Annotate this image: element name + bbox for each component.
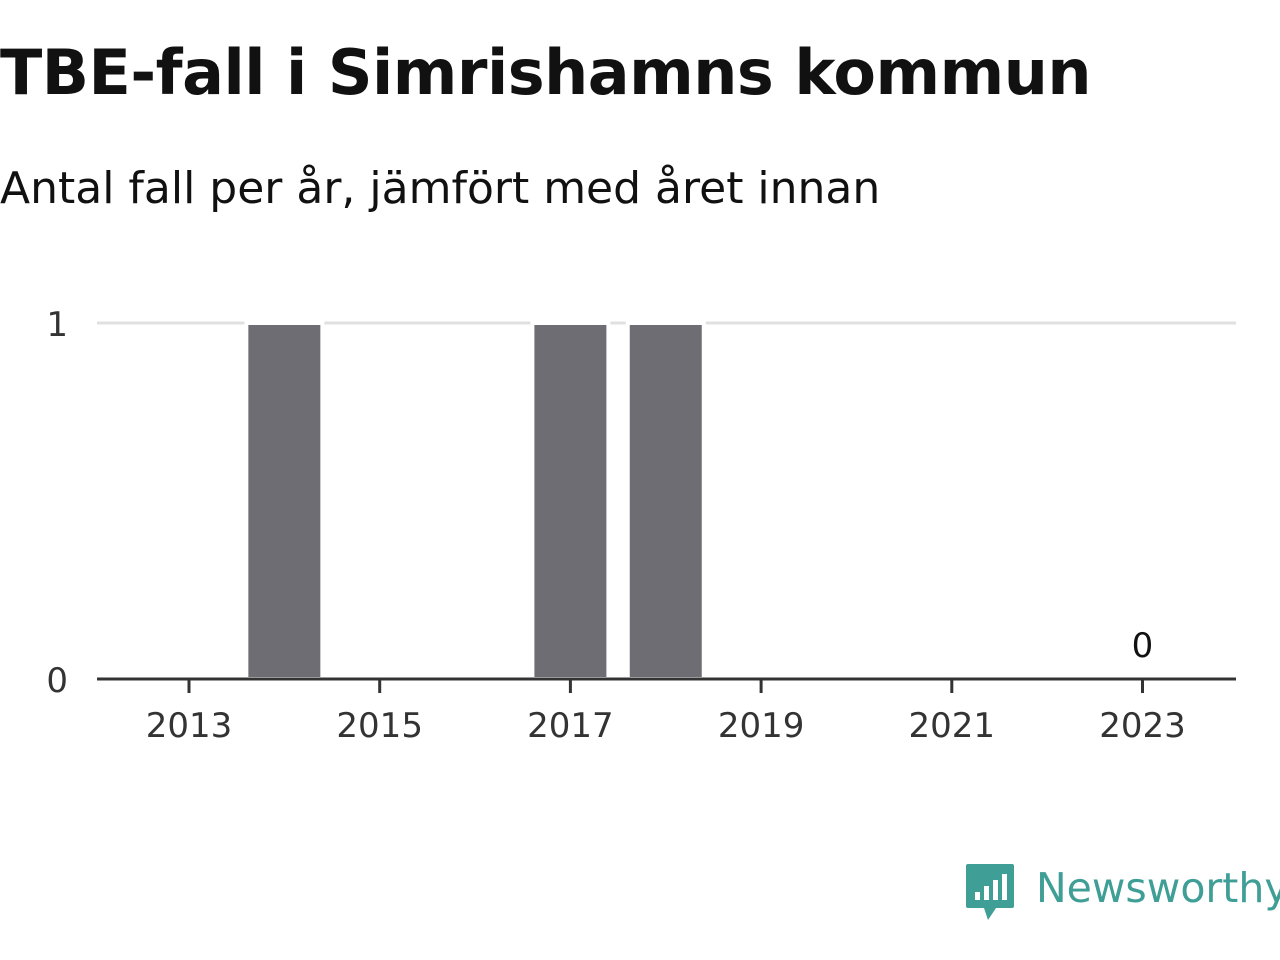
- x-tick-label-2021: 2021: [909, 706, 996, 746]
- bars: [244, 321, 706, 681]
- x-tick-label-2017: 2017: [527, 706, 614, 746]
- chart-title: TBE-fall i Simrishamns kommun: [0, 36, 1091, 109]
- y-tick-label-1: 1: [46, 305, 68, 345]
- bar-2018: [625, 321, 706, 681]
- bar-2014: [244, 321, 325, 681]
- labels: 0 1 2013 2015 2017 2019 2021 2023 0: [46, 305, 1185, 746]
- x-tick-label-2023: 2023: [1099, 706, 1186, 746]
- bar-2017: [530, 321, 611, 681]
- newsworthy-logo-icon: [966, 864, 1014, 920]
- x-tick-label-2019: 2019: [718, 706, 805, 746]
- y-tick-label-0: 0: [46, 661, 68, 701]
- chart-subtitle: Antal fall per år, jämfört med året inna…: [0, 163, 881, 214]
- newsworthy-brand[interactable]: Newsworthy: [964, 862, 1280, 926]
- data-label-2023: 0: [1132, 626, 1154, 666]
- brand-name: Newsworthy: [1036, 864, 1280, 912]
- x-tick-label-2013: 2013: [146, 706, 233, 746]
- axes: [97, 677, 1236, 693]
- x-tick-label-2015: 2015: [336, 706, 423, 746]
